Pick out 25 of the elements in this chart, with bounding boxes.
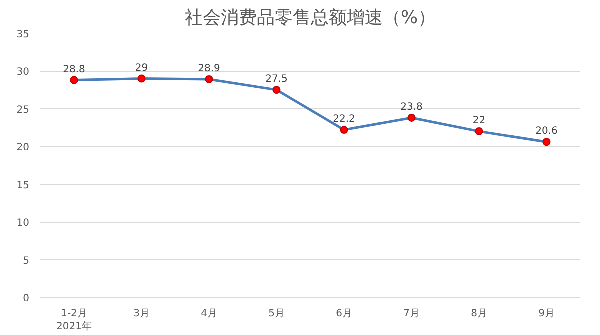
x-tick-label: 4月: [201, 308, 218, 320]
data-label: 20.6: [536, 126, 558, 138]
x-tick-label: 7月: [404, 308, 420, 320]
data-label: 28.9: [198, 64, 220, 75]
x-tick-label: 5月: [268, 308, 285, 320]
x-tick-label: 6月: [336, 308, 352, 320]
x-tick-label: 9月: [538, 308, 555, 320]
data-label: 22: [472, 116, 486, 127]
y-tick-label: 15: [16, 180, 30, 192]
y-tick-label: 20: [16, 142, 30, 154]
y-tick-label: 30: [16, 67, 30, 78]
y-tick-label: 10: [16, 218, 30, 230]
chart-title: 社会消费品零售总额增速（%）: [184, 8, 436, 28]
x-tick-label: 1-2月 2021年: [56, 308, 92, 333]
x-tick-label: 3月: [134, 308, 150, 320]
x-tick-label: 8月: [471, 308, 488, 320]
data-label: 28.8: [63, 64, 86, 76]
y-tick-label: 5: [23, 256, 30, 267]
y-tick-label: 35: [16, 30, 30, 40]
data-label: 29: [135, 62, 148, 74]
y-tick-label: 0: [23, 294, 30, 304]
y-tick-label: 25: [16, 104, 30, 116]
data-label: 22.2: [333, 114, 356, 126]
data-label: 27.5: [266, 74, 288, 86]
data-label: 23.8: [400, 102, 423, 113]
